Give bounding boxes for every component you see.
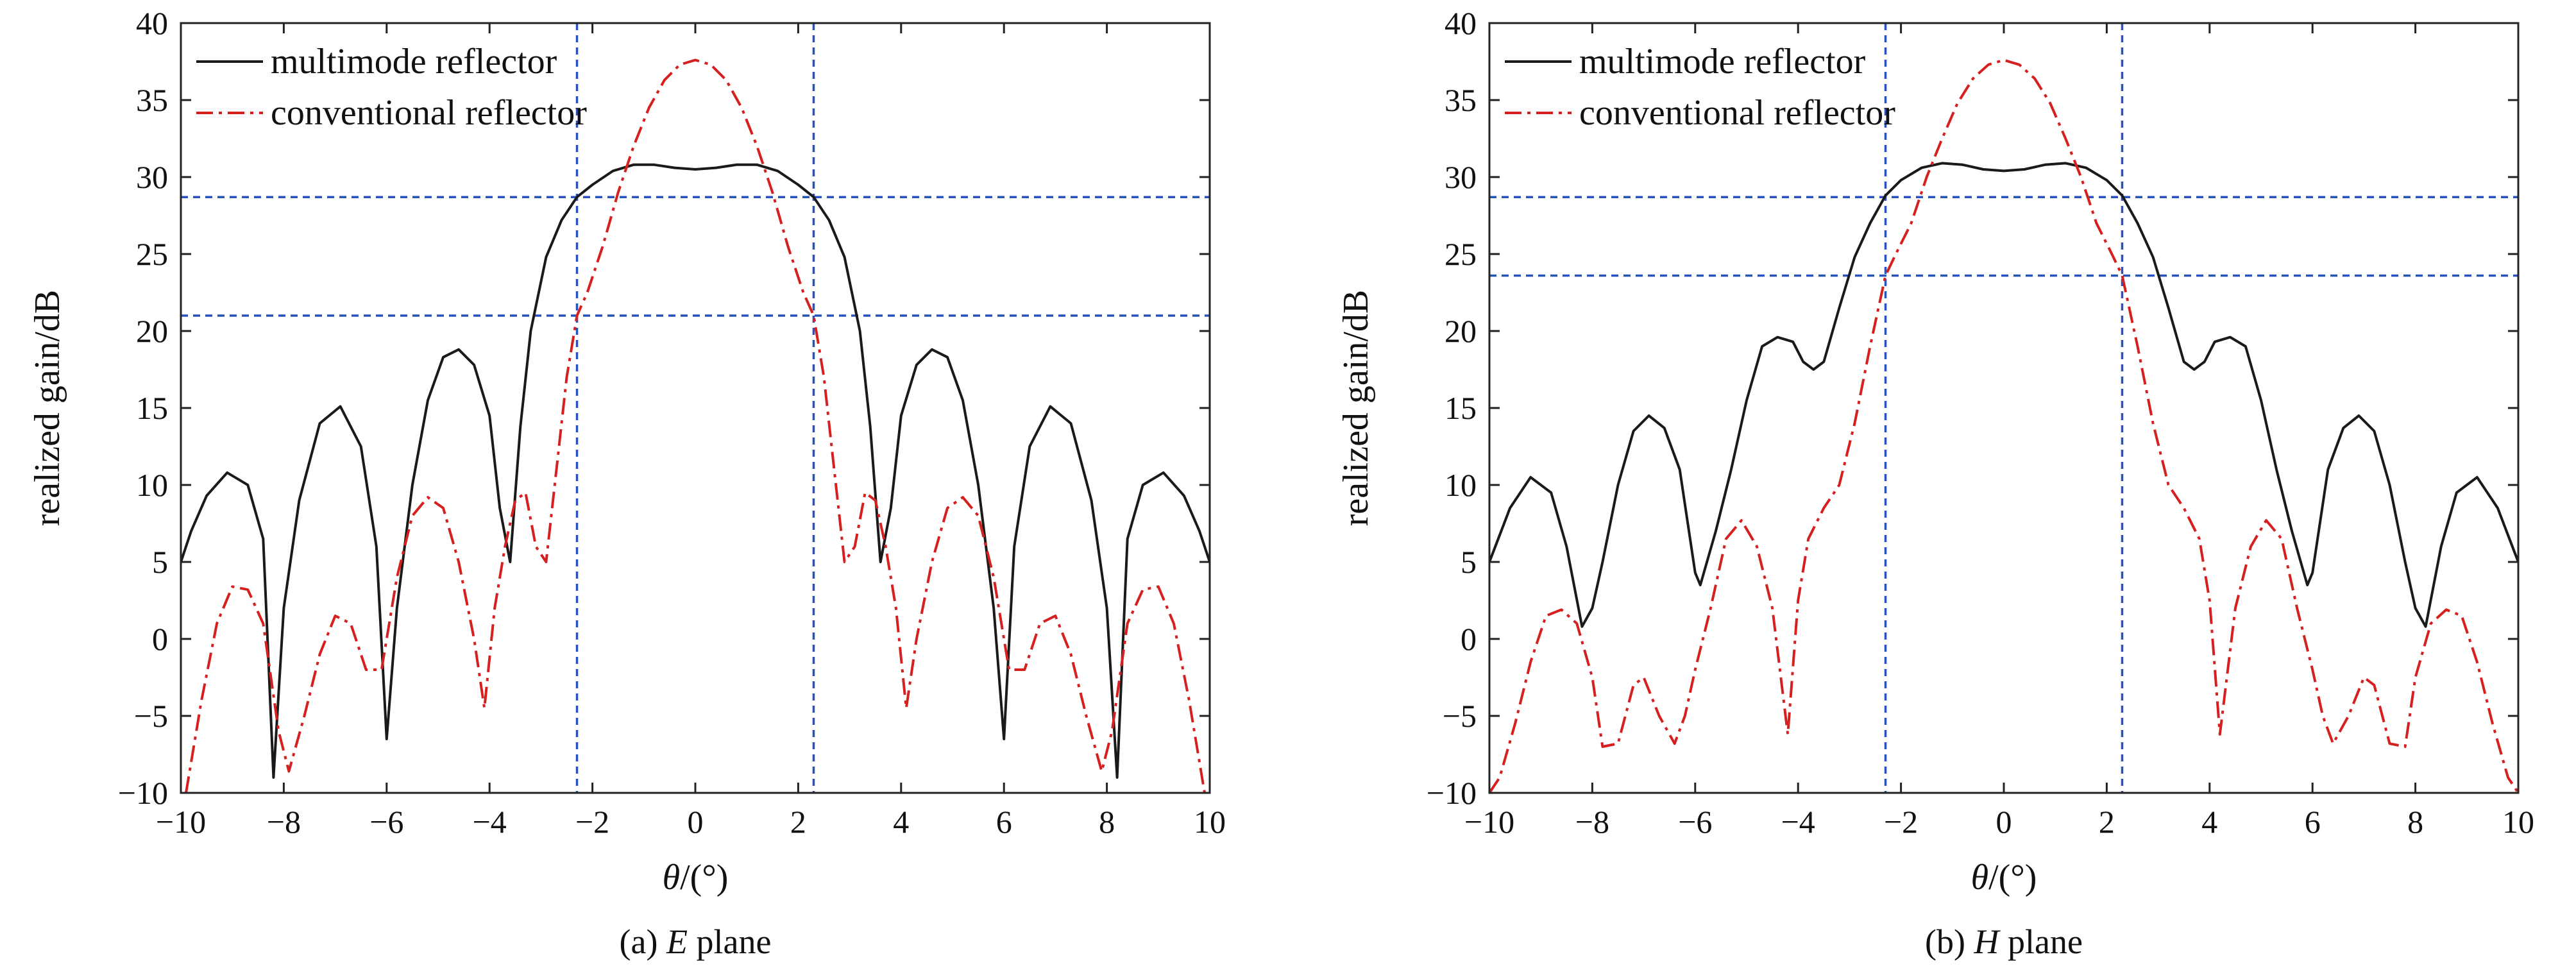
caption-plane-letter: E [666, 922, 688, 961]
y-tick-label: 30 [136, 159, 168, 195]
y-tick-label: 5 [1461, 544, 1477, 580]
legend-e-plane: multimode reflector conventional reflecto… [196, 42, 587, 133]
x-tick-label: 0 [688, 804, 704, 840]
x-tick-label: 4 [893, 804, 909, 840]
legend-h-plane: multimode reflector conventional reflecto… [1505, 42, 1895, 133]
series-line-multimode [1489, 162, 2518, 628]
caption-plane-letter: H [1974, 922, 2001, 961]
y-tick-label: 15 [1445, 390, 1477, 426]
legend-label: conventional reflector [1579, 93, 1895, 133]
x-tick-label: 6 [996, 804, 1012, 840]
y-tick-label: −5 [134, 698, 168, 734]
y-tick-label: 5 [152, 544, 168, 580]
plot-area-h-plane [1489, 23, 2518, 793]
plot-frame-e-plane [180, 22, 1211, 794]
series-line-conventional [1489, 58, 2518, 793]
y-axis-label-e-plane: realized gain/dB [28, 290, 67, 527]
series-line-conventional [185, 58, 1206, 793]
y-tick-label: 40 [1445, 5, 1477, 41]
x-tick-label: −8 [267, 804, 301, 840]
x-axis-label-symbol: θ [663, 858, 681, 897]
y-axis-label-h-plane: realized gain/dB [1336, 290, 1376, 527]
y-tick-label: 25 [136, 236, 168, 272]
x-tick-label: 4 [2201, 804, 2217, 840]
caption-h-plane: (b) H plane [1925, 922, 2083, 961]
y-tick-label: 35 [1445, 82, 1477, 118]
y-tick-label: 0 [152, 621, 168, 657]
panel-e-plane: −10 −8 −6 −4 −2 0 2 4 6 8 10−10−50510152025303540 … [28, 5, 1226, 961]
x-tick-label: −8 [1575, 804, 1609, 840]
x-tick-label: −2 [1884, 804, 1918, 840]
x-axis-label-unit: /(°) [1988, 858, 2037, 897]
plot-area-e-plane [181, 23, 1210, 793]
y-tick-label: 10 [1445, 467, 1477, 503]
caption-e-plane: (a) E plane [620, 922, 772, 961]
series-line-multimode [181, 163, 1210, 779]
x-tick-label: 10 [2502, 804, 2534, 840]
y-tick-label: 0 [1461, 621, 1477, 657]
y-tick-label: 15 [136, 390, 168, 426]
caption-suffix: plane [688, 922, 771, 961]
panel-h-plane: −10 −8 −6 −4 −2 0 2 4 6 8 10−10−50510152025303540 … [1336, 5, 2534, 961]
plot-frame-h-plane [1488, 22, 2520, 794]
y-tick-label: 10 [136, 467, 168, 503]
x-tick-label: −4 [473, 804, 507, 840]
x-tick-label: 2 [790, 804, 806, 840]
y-tick-label: 20 [1445, 313, 1477, 349]
x-axis-label-e-plane: θ/(°) [663, 858, 729, 897]
x-tick-label: 8 [2407, 804, 2423, 840]
y-tick-label: 30 [1445, 159, 1477, 195]
caption-prefix: (a) [620, 922, 666, 961]
legend-label: multimode reflector [271, 42, 557, 81]
x-tick-label: −4 [1781, 804, 1815, 840]
y-tick-label: 25 [1445, 236, 1477, 272]
x-axis-label-h-plane: θ/(°) [1971, 858, 2037, 897]
legend-label: conventional reflector [271, 93, 587, 133]
x-axis-label-unit: /(°) [680, 858, 728, 897]
x-tick-label: 6 [2305, 804, 2321, 840]
caption-prefix: (b) [1925, 922, 1974, 961]
x-tick-label: −2 [575, 804, 609, 840]
x-tick-label: −10 [1464, 804, 1514, 840]
axis-ticks-e-plane: −10 −8 −6 −4 −2 0 2 4 6 8 10 −10 −5 0 5 10 15 20 25 30 35 40 [118, 5, 1226, 840]
x-tick-label: −6 [369, 804, 403, 840]
y-tick-label: −10 [118, 775, 168, 811]
caption-suffix: plane [1999, 922, 2083, 961]
x-tick-label: 10 [1194, 804, 1226, 840]
y-tick-label: 35 [136, 82, 168, 118]
y-tick-label: −10 [1427, 775, 1477, 811]
x-axis-label-symbol: θ [1971, 858, 1989, 897]
x-tick-label: 2 [2099, 804, 2115, 840]
y-tick-label: −5 [1443, 698, 1477, 734]
x-tick-label: 0 [1996, 804, 2012, 840]
x-tick-label: 8 [1099, 804, 1115, 840]
x-tick-label: −10 [156, 804, 206, 840]
y-tick-label: 20 [136, 313, 168, 349]
y-tick-label: 40 [136, 5, 168, 41]
x-tick-label: −6 [1678, 804, 1712, 840]
legend-label: multimode reflector [1579, 42, 1866, 81]
axis-ticks-h-plane: −10 −8 −6 −4 −2 0 2 4 6 8 10 −10 −5 0 5 10 15 20 25 30 35 40 [1427, 5, 2534, 840]
